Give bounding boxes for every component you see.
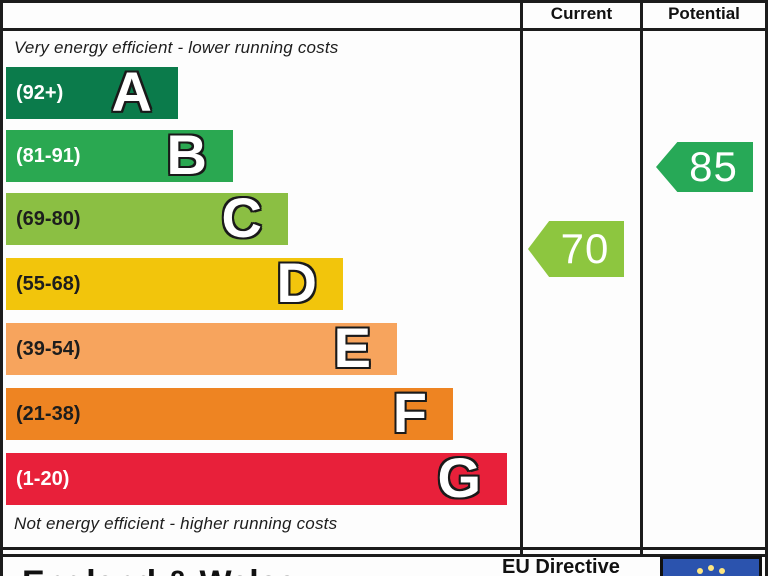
band-e-letter: E xyxy=(333,315,371,379)
eu-directive-label: EU Directive xyxy=(502,556,620,576)
top-note: Very energy efficient - lower running co… xyxy=(14,38,339,57)
right-border xyxy=(765,0,768,576)
band-a-letter: A xyxy=(111,59,152,123)
potential-column-divider xyxy=(640,0,643,556)
potential-rating-value: 85 xyxy=(689,143,738,190)
band-e-range: (39-54) xyxy=(16,337,81,360)
band-a-range: (92+) xyxy=(16,81,64,104)
current-column-divider xyxy=(520,0,523,556)
band-f-range: (21-38) xyxy=(16,402,81,425)
band-b-range: (81-91) xyxy=(16,144,81,167)
chart-bottom-border xyxy=(0,547,768,550)
potential-column-header: Potential xyxy=(668,4,740,23)
header-divider xyxy=(0,28,768,31)
eu-flag-icon xyxy=(660,556,762,576)
band-d: (55-68) D xyxy=(6,250,343,314)
band-g: (1-20) G xyxy=(6,445,507,509)
band-a: (92+) A xyxy=(6,59,178,123)
band-g-letter: G xyxy=(437,445,481,509)
left-border xyxy=(0,0,3,576)
band-e: (39-54) E xyxy=(6,315,397,379)
band-g-range: (1-20) xyxy=(16,467,70,490)
potential-rating-arrow: 85 xyxy=(656,142,753,192)
band-c: (69-80) C xyxy=(6,185,288,249)
top-border xyxy=(0,0,768,3)
current-rating-arrow: 70 xyxy=(528,221,624,277)
bottom-note: Not energy efficient - higher running co… xyxy=(14,514,338,533)
band-d-letter: D xyxy=(276,250,317,314)
current-rating-value: 70 xyxy=(560,225,610,272)
footer-top-border xyxy=(0,554,768,557)
region-label: England & Wales xyxy=(22,566,297,576)
current-column-header: Current xyxy=(550,4,613,23)
band-b-letter: B xyxy=(166,122,207,186)
band-c-range: (69-80) xyxy=(16,207,81,230)
band-c-letter: C xyxy=(221,185,262,249)
eu-flag-stars xyxy=(697,565,725,574)
band-f-letter: F xyxy=(392,380,427,444)
band-f: (21-38) F xyxy=(6,380,453,444)
band-b: (81-91) B xyxy=(6,122,233,186)
band-d-range: (55-68) xyxy=(16,272,81,295)
